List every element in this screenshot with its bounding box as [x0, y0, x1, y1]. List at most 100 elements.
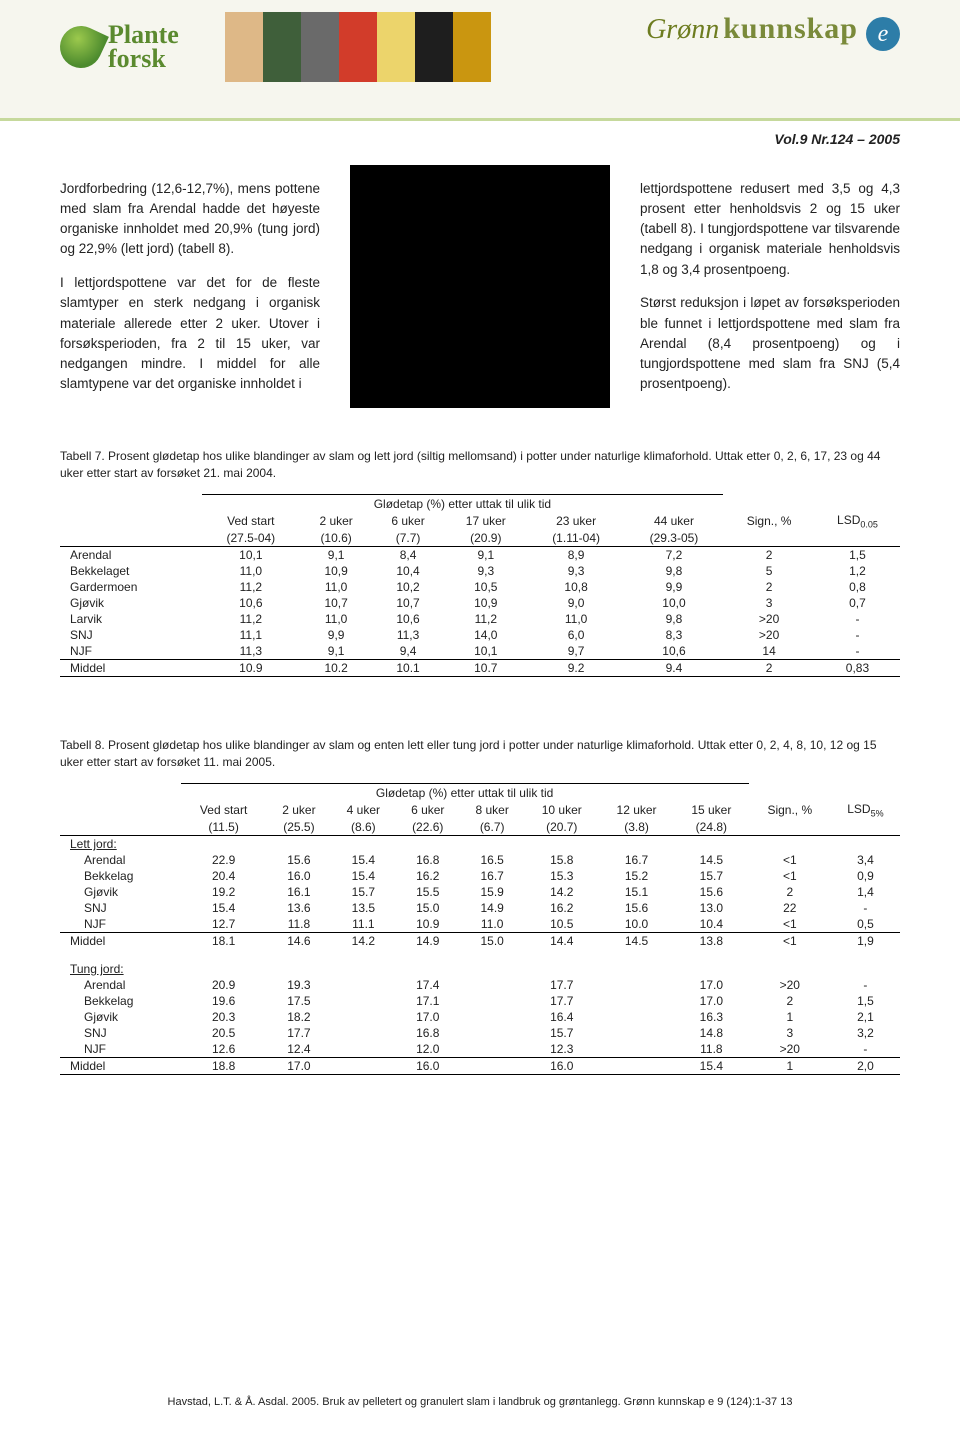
table8-cell: 20.3 — [181, 1009, 267, 1025]
table8-cell — [331, 1009, 395, 1025]
table8-rowlabel: Bekkelag — [60, 993, 181, 1009]
table8-subheader — [749, 819, 831, 836]
table7-header: 44 uker — [625, 512, 724, 530]
table7-cell: 14,0 — [444, 627, 528, 643]
table7-cell: - — [815, 627, 900, 643]
table7-header: LSD0.05 — [815, 512, 900, 530]
table8-cell: 10.4 — [674, 916, 749, 933]
table8-cell — [599, 1009, 674, 1025]
table7-cell: 10,2 — [372, 579, 444, 595]
table8-middel1-cell: 14.6 — [267, 932, 331, 949]
table8-cell: 16.8 — [396, 852, 460, 868]
table7-cell: 1,2 — [815, 563, 900, 579]
logo-right-word2: kunnskap — [723, 12, 858, 45]
table8-cell: 16.2 — [524, 900, 599, 916]
mosaic-tile — [453, 12, 491, 82]
table7-cell: 9,3 — [444, 563, 528, 579]
table7-cell: 9,1 — [300, 643, 372, 660]
table7-cell: 10,6 — [625, 643, 724, 660]
table7-middel-cell: 10.1 — [372, 659, 444, 676]
table8-cell: 17.4 — [396, 977, 460, 993]
table8-subheader — [60, 819, 181, 836]
table8-cell: 15.5 — [396, 884, 460, 900]
table7-cell: 11,3 — [202, 643, 301, 660]
table8-cell: 16.7 — [460, 868, 524, 884]
table8-cell — [331, 993, 395, 1009]
table7-cell: 10,4 — [372, 563, 444, 579]
table8-cell: 16.5 — [460, 852, 524, 868]
table7-header: 23 uker — [528, 512, 625, 530]
table7-cell: 0,7 — [815, 595, 900, 611]
table7-middel-label: Middel — [60, 659, 202, 676]
table8-cell: 3,4 — [831, 852, 900, 868]
table7-subheader — [723, 530, 815, 547]
table8-cell: 15.9 — [460, 884, 524, 900]
table8-cell: 1,4 — [831, 884, 900, 900]
table8: Glødetap (%) etter uttak til ulik tidVed… — [60, 783, 900, 1075]
table7-cell: 9,7 — [528, 643, 625, 660]
table8-middel1-cell: 15.0 — [460, 932, 524, 949]
table8-cell: 15.4 — [331, 868, 395, 884]
table8-cell: 11.1 — [331, 916, 395, 933]
table7-rowlabel: Arendal — [60, 546, 202, 563]
table8-cell: 17.0 — [396, 1009, 460, 1025]
table8-cell: 15.7 — [524, 1025, 599, 1041]
table8-middel1-cell: 14.2 — [331, 932, 395, 949]
logo-line2: forsk — [108, 46, 179, 72]
table8-header: Ved start — [181, 801, 267, 819]
table7-cell: 10,9 — [444, 595, 528, 611]
table7-middel-cell: 0,83 — [815, 659, 900, 676]
table8-cell: 17.5 — [267, 993, 331, 1009]
table8-cell — [460, 977, 524, 993]
table7-cell: 10,8 — [528, 579, 625, 595]
table7-middel-cell: 10.7 — [444, 659, 528, 676]
column-right: lettjordspottene redusert med 3,5 og 4,3… — [640, 165, 900, 408]
table8-header: LSD5% — [831, 801, 900, 819]
table8-header: 2 uker — [267, 801, 331, 819]
table8-subheader: (25.5) — [267, 819, 331, 836]
table7-cell: 11,2 — [444, 611, 528, 627]
table8-group1: Lett jord: — [60, 835, 181, 852]
volume-info: Vol.9 Nr.124 – 2005 — [60, 131, 900, 147]
table7-cell: 9,4 — [372, 643, 444, 660]
table7-cell: 10,6 — [372, 611, 444, 627]
table7-header: 6 uker — [372, 512, 444, 530]
table8-cell: >20 — [749, 977, 831, 993]
table7-cell: 0,8 — [815, 579, 900, 595]
table7-cell: - — [815, 643, 900, 660]
page: Plante forsk Grønn kunnskap e Vol.9 Nr.1… — [0, 0, 960, 1430]
table7-cell: 7,2 — [625, 546, 724, 563]
table8-subheader: (3.8) — [599, 819, 674, 836]
table7-cell: 10,0 — [625, 595, 724, 611]
table7-rowlabel: Larvik — [60, 611, 202, 627]
table8-subheader: (8.6) — [331, 819, 395, 836]
table7-cell: 9,8 — [625, 563, 724, 579]
table8-cell: - — [831, 977, 900, 993]
table7-subheader — [815, 530, 900, 547]
table8-cell — [331, 1041, 395, 1058]
table8-middel2-cell: 2,0 — [831, 1057, 900, 1074]
table8-cell: 19.6 — [181, 993, 267, 1009]
table8-cell — [460, 993, 524, 1009]
table8-cell: 14.8 — [674, 1025, 749, 1041]
table8-cell: 17.0 — [674, 977, 749, 993]
table7-subheader: (27.5-04) — [202, 530, 301, 547]
table7-cell: 2 — [723, 546, 815, 563]
table8-cell: 15.1 — [599, 884, 674, 900]
column-divider — [350, 165, 610, 408]
table8-subheader: (6.7) — [460, 819, 524, 836]
table8-cell: 15.7 — [674, 868, 749, 884]
table7-cell: 9,9 — [300, 627, 372, 643]
table8-header: 10 uker — [524, 801, 599, 819]
table8-cell: 15.6 — [267, 852, 331, 868]
table8-cell — [599, 993, 674, 1009]
table7-cell: 1,5 — [815, 546, 900, 563]
table7-subheader: (29.3-05) — [625, 530, 724, 547]
table8-rowlabel: Arendal — [60, 977, 181, 993]
table8-cell: 14.9 — [460, 900, 524, 916]
table8-cell: 15.8 — [524, 852, 599, 868]
leaf-icon — [53, 19, 109, 75]
table8-cell: 10.0 — [599, 916, 674, 933]
table8-cell: 16.8 — [396, 1025, 460, 1041]
mosaic-tile — [377, 12, 415, 82]
